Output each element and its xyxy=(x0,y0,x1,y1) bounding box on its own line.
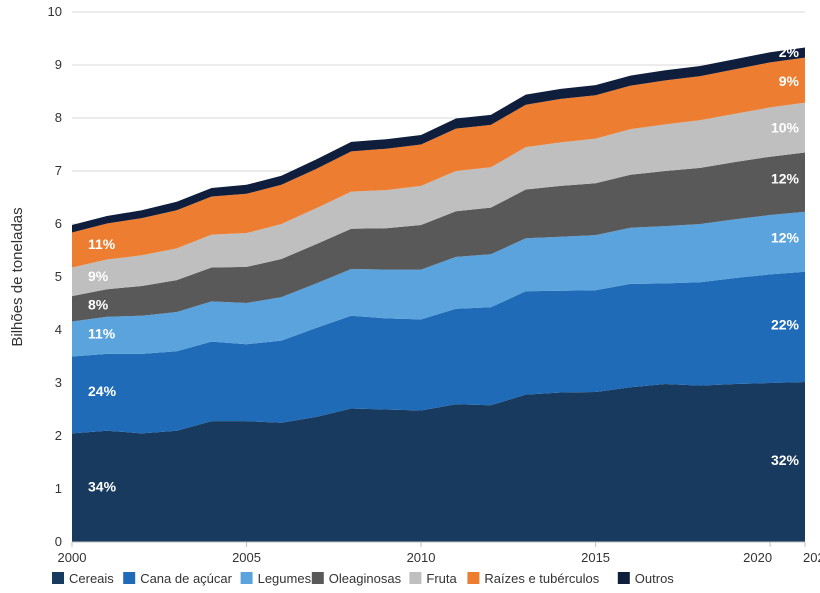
legend-label: Raízes e tubérculos xyxy=(484,571,599,586)
legend-swatch xyxy=(241,572,253,584)
x-tick-label: 2005 xyxy=(232,550,261,565)
pct-label-right: 12% xyxy=(771,170,800,186)
legend-label: Legumes xyxy=(258,571,312,586)
x-tick-label: 2010 xyxy=(407,550,436,565)
pct-label-left: 11% xyxy=(88,236,116,252)
pct-label-left: 9% xyxy=(88,268,109,284)
chart-svg: 0 1 2 3 4 5 6 7 8 9 10 2000 2005 2010 2015 2020 2021 Bilh… xyxy=(0,0,820,593)
legend-swatch xyxy=(312,572,324,584)
y-tick-label: 6 xyxy=(55,216,62,231)
pct-label-right: 12% xyxy=(771,229,800,245)
pct-label-right: 22% xyxy=(771,317,800,333)
pct-label-left: 24% xyxy=(88,383,117,399)
legend-swatch xyxy=(467,572,479,584)
y-tick-label: 8 xyxy=(55,110,62,125)
y-tick-label: 9 xyxy=(55,57,62,72)
y-tick-label: 2 xyxy=(55,428,62,443)
legend-label: Cana de açúcar xyxy=(140,571,232,586)
pct-label-right: 10% xyxy=(771,120,800,136)
pct-label-left: 34% xyxy=(88,478,117,494)
legend-label: Outros xyxy=(635,571,675,586)
legend-swatch xyxy=(618,572,630,584)
x-tick-label: 2000 xyxy=(58,550,87,565)
y-tick-label: 5 xyxy=(55,269,62,284)
stacked-area-chart: 0 1 2 3 4 5 6 7 8 9 10 2000 2005 2010 2015 2020 2021 Bilh… xyxy=(0,0,820,593)
y-tick-label: 3 xyxy=(55,375,62,390)
legend-swatch xyxy=(409,572,421,584)
pct-label-right: 2% xyxy=(779,44,800,60)
y-tick-label: 0 xyxy=(55,534,62,549)
y-tick-label: 1 xyxy=(55,481,62,496)
legend-label: Cereais xyxy=(69,571,114,586)
legend-swatch xyxy=(123,572,135,584)
x-tick-label: 2021 xyxy=(803,550,820,565)
pct-label-right: 32% xyxy=(771,452,800,468)
pct-label-left: 11% xyxy=(88,326,116,342)
legend-label: Fruta xyxy=(426,571,457,586)
y-axis-title: Bilhões de toneladas xyxy=(9,207,26,346)
y-tick-label: 4 xyxy=(55,322,62,337)
y-tick-label: 7 xyxy=(55,163,62,178)
pct-label-left: 8% xyxy=(88,297,109,313)
x-tick-label: 2020 xyxy=(743,550,772,565)
pct-label-right: 9% xyxy=(779,73,800,89)
x-tick-label: 2015 xyxy=(581,550,610,565)
y-tick-label: 10 xyxy=(48,4,62,19)
legend-swatch xyxy=(52,572,64,584)
legend-label: Oleaginosas xyxy=(329,571,402,586)
